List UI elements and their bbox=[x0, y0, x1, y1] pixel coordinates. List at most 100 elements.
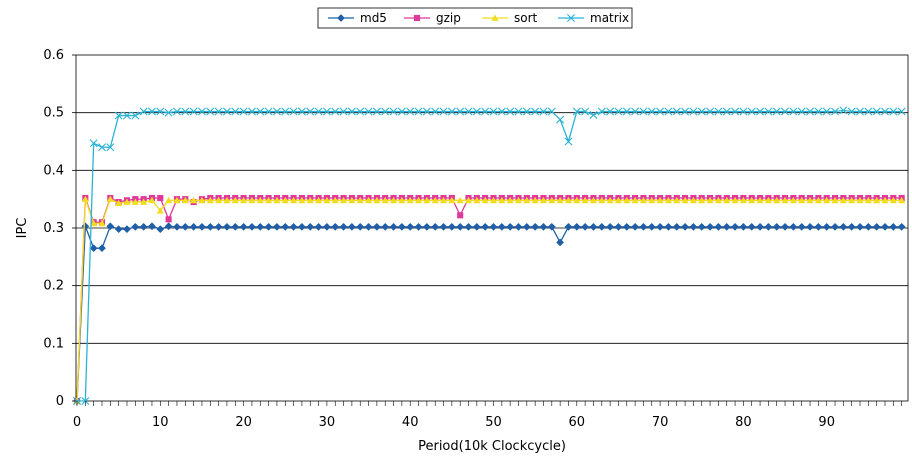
data-point bbox=[639, 196, 648, 204]
data-point-stroke bbox=[672, 107, 681, 116]
data-point bbox=[456, 107, 465, 116]
y-tick-label: 0 bbox=[56, 394, 64, 409]
data-point-stroke bbox=[739, 107, 748, 116]
data-point-stroke bbox=[256, 107, 265, 116]
data-point bbox=[773, 196, 781, 204]
data-point bbox=[439, 196, 448, 204]
data-point bbox=[197, 222, 206, 231]
data-point-stroke bbox=[272, 107, 281, 116]
data-point bbox=[348, 196, 356, 204]
data-point bbox=[822, 222, 831, 231]
data-point-stroke bbox=[622, 107, 631, 116]
legend-item-gzip: gzip bbox=[404, 11, 461, 25]
data-point bbox=[672, 222, 681, 231]
data-point bbox=[356, 107, 365, 116]
data-point bbox=[789, 196, 797, 204]
data-point bbox=[881, 107, 889, 116]
data-point bbox=[689, 222, 698, 231]
x-tick-label: 30 bbox=[319, 415, 336, 430]
data-point-stroke bbox=[364, 107, 373, 116]
data-point bbox=[148, 196, 156, 204]
data-point bbox=[381, 107, 390, 116]
data-point bbox=[98, 143, 106, 152]
data-point bbox=[248, 196, 256, 204]
data-point bbox=[556, 115, 565, 124]
data-point bbox=[864, 107, 873, 116]
data-point bbox=[423, 196, 431, 204]
data-point bbox=[847, 222, 856, 231]
data-point-stroke bbox=[631, 107, 640, 116]
data-point bbox=[723, 196, 731, 204]
data-point-stroke bbox=[456, 107, 465, 116]
data-point-stroke bbox=[889, 107, 898, 116]
data-point-stroke bbox=[647, 107, 656, 116]
data-point bbox=[731, 222, 740, 231]
data-point bbox=[856, 107, 865, 116]
data-point bbox=[114, 225, 123, 234]
data-point bbox=[131, 111, 140, 120]
data-point bbox=[422, 107, 431, 116]
data-point bbox=[181, 196, 189, 204]
data-point bbox=[289, 107, 298, 116]
series-line-gzip bbox=[76, 197, 902, 402]
data-point bbox=[764, 196, 772, 204]
data-point bbox=[847, 107, 856, 116]
data-point bbox=[806, 222, 814, 231]
data-point bbox=[539, 107, 548, 116]
data-point bbox=[372, 222, 381, 231]
data-point bbox=[206, 107, 215, 116]
data-point bbox=[622, 107, 631, 116]
data-point-stroke bbox=[281, 107, 290, 116]
data-point bbox=[781, 107, 790, 116]
data-point bbox=[647, 222, 656, 231]
data-point bbox=[681, 222, 690, 231]
data-point bbox=[297, 222, 306, 231]
data-point bbox=[547, 107, 556, 116]
data-point-stroke bbox=[447, 107, 456, 116]
data-point bbox=[689, 196, 698, 204]
data-point bbox=[223, 196, 231, 204]
data-point-stroke bbox=[189, 107, 198, 116]
data-point bbox=[581, 196, 589, 204]
data-point bbox=[497, 107, 506, 116]
data-point bbox=[522, 222, 531, 231]
data-point bbox=[822, 107, 831, 116]
data-point bbox=[889, 222, 898, 231]
data-point bbox=[181, 222, 190, 231]
data-point bbox=[389, 222, 398, 231]
data-point-stroke bbox=[347, 107, 356, 116]
data-point bbox=[256, 196, 264, 204]
data-point-stroke bbox=[89, 139, 98, 148]
data-point bbox=[506, 107, 515, 116]
data-point bbox=[664, 107, 673, 116]
data-point bbox=[215, 196, 223, 204]
data-point bbox=[797, 107, 806, 116]
data-point bbox=[464, 196, 473, 204]
data-point-stroke bbox=[147, 107, 156, 116]
data-point bbox=[331, 107, 340, 116]
data-point bbox=[273, 196, 281, 204]
data-point bbox=[347, 222, 356, 231]
data-point-stroke bbox=[714, 107, 723, 116]
data-point bbox=[698, 196, 706, 204]
data-point bbox=[806, 107, 815, 116]
data-point bbox=[331, 222, 340, 231]
data-point bbox=[556, 196, 564, 204]
data-point bbox=[364, 107, 373, 116]
data-point bbox=[898, 196, 906, 204]
data-point bbox=[173, 196, 181, 204]
data-point-stroke bbox=[422, 107, 431, 116]
x-tick-label: 40 bbox=[402, 415, 419, 430]
data-point bbox=[314, 222, 323, 231]
data-point bbox=[347, 107, 356, 116]
data-point bbox=[573, 196, 581, 204]
data-point bbox=[339, 107, 348, 116]
data-point bbox=[656, 222, 665, 231]
data-point bbox=[622, 222, 631, 231]
data-point bbox=[406, 196, 414, 204]
data-point bbox=[473, 196, 481, 204]
data-point bbox=[489, 196, 498, 204]
data-point-stroke bbox=[881, 107, 889, 116]
data-point bbox=[672, 107, 681, 116]
data-point-stroke bbox=[681, 107, 690, 116]
